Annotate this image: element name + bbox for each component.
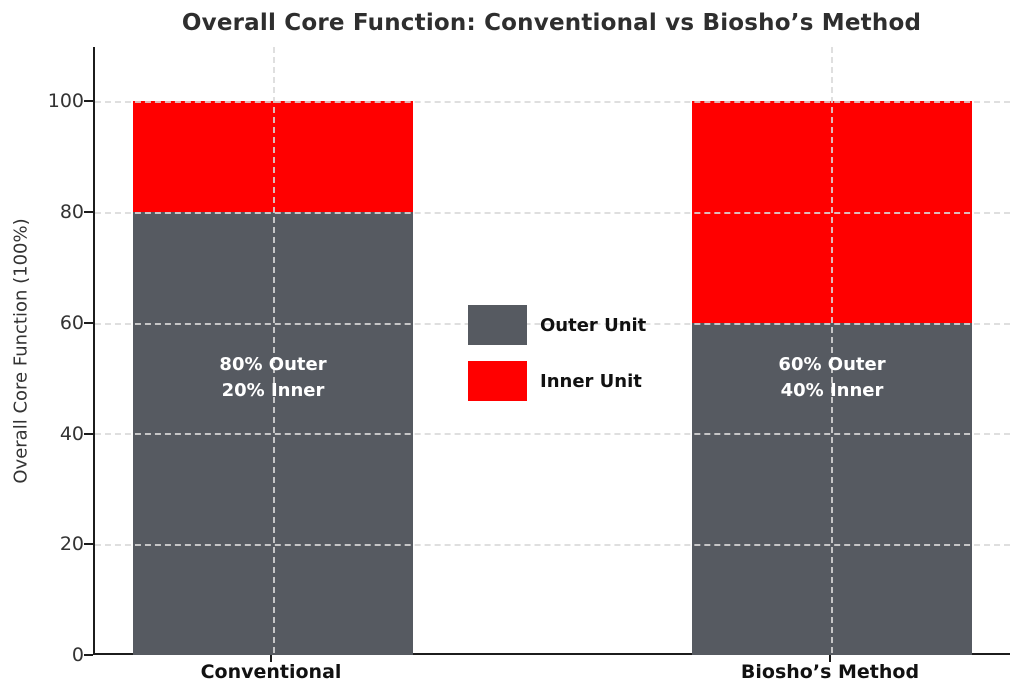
gridline-h-40 — [95, 433, 1010, 435]
y-tick-label-60: 60 — [59, 312, 84, 334]
legend-label-inner-unit: Inner Unit — [540, 370, 642, 392]
x-tick-mark-biosho — [829, 655, 831, 662]
x-tick-label-biosho: Biosho’s Method — [740, 661, 920, 683]
y-tick-label-40: 40 — [59, 423, 84, 445]
y-tick-mark — [84, 211, 93, 213]
y-tick-mark — [84, 654, 93, 656]
y-tick-label-0: 0 — [71, 644, 84, 666]
x-tick-mark-conventional — [270, 655, 272, 662]
gridline-h-100 — [95, 101, 1010, 103]
y-tick-mark — [84, 100, 93, 102]
gridline-v-biosho — [831, 47, 833, 653]
legend-label-outer-unit: Outer Unit — [540, 314, 647, 336]
y-tick-mark — [84, 322, 93, 324]
annotation-line: 20% Inner — [221, 380, 325, 401]
chart-title: Overall Core Function: Conventional vs B… — [181, 10, 922, 36]
y-tick-label-100: 100 — [47, 90, 84, 112]
annotation-line: 60% Outer — [778, 354, 886, 375]
legend-item-inner-unit: Inner Unit — [468, 361, 646, 401]
plot-area: 80% Outer 20% Inner 60% Outer 40% Inner … — [93, 47, 1010, 655]
bar-annotation-biosho: 60% Outer 40% Inner — [692, 352, 972, 404]
y-tick-label-80: 80 — [59, 201, 84, 223]
x-tick-label-conventional: Conventional — [200, 661, 342, 683]
legend: Outer Unit Inner Unit — [468, 305, 646, 417]
gridline-h-20 — [95, 544, 1010, 546]
gridline-v-conventional — [273, 47, 275, 653]
annotation-line: 40% Inner — [780, 380, 884, 401]
legend-swatch-inner-unit — [468, 361, 527, 401]
y-tick-mark — [84, 433, 93, 435]
gridline-h-80 — [95, 212, 1010, 214]
gridline-h-60 — [95, 323, 1010, 325]
annotation-line: 80% Outer — [219, 354, 327, 375]
y-tick-label-20: 20 — [59, 533, 84, 555]
legend-item-outer-unit: Outer Unit — [468, 305, 646, 345]
legend-swatch-outer-unit — [468, 305, 527, 345]
y-tick-mark — [84, 543, 93, 545]
bar-annotation-conventional: 80% Outer 20% Inner — [133, 352, 413, 404]
